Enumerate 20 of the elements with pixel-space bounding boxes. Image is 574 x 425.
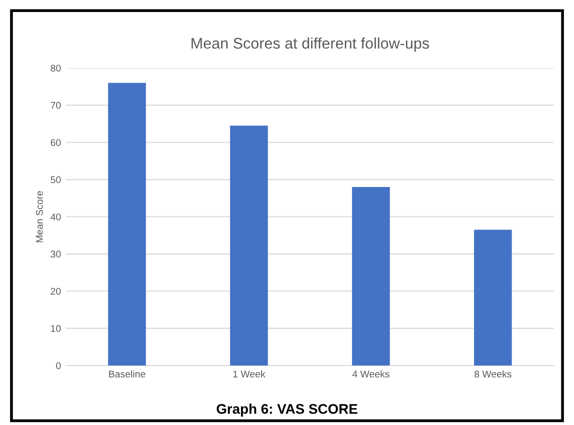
y-axis-title: Mean Score xyxy=(36,190,43,242)
x-tick-label: 4 Weeks xyxy=(352,370,390,378)
y-tick-label: 60 xyxy=(50,139,61,146)
y-tick-label: 70 xyxy=(50,102,61,109)
y-tick-label: 50 xyxy=(50,176,61,184)
x-tick-label: 8 Weeks xyxy=(474,370,512,378)
y-tick-label: 0 xyxy=(56,362,61,370)
y-tick-label: 10 xyxy=(51,325,61,332)
bar xyxy=(352,187,390,366)
y-tick-label: 20 xyxy=(50,288,61,295)
chart-title: Mean Scores at different follow-ups xyxy=(192,37,430,52)
bar xyxy=(108,82,146,366)
bar xyxy=(230,126,268,366)
caption: Graph 6: VAS SCORE xyxy=(216,404,358,417)
y-tick-label: 80 xyxy=(50,64,61,72)
y-tick-label: 30 xyxy=(50,250,61,258)
x-tick-label: 1 Week xyxy=(233,370,266,378)
y-tick-label: 40 xyxy=(50,213,61,220)
x-tick-label: Baseline xyxy=(109,370,146,378)
bar xyxy=(474,230,512,366)
